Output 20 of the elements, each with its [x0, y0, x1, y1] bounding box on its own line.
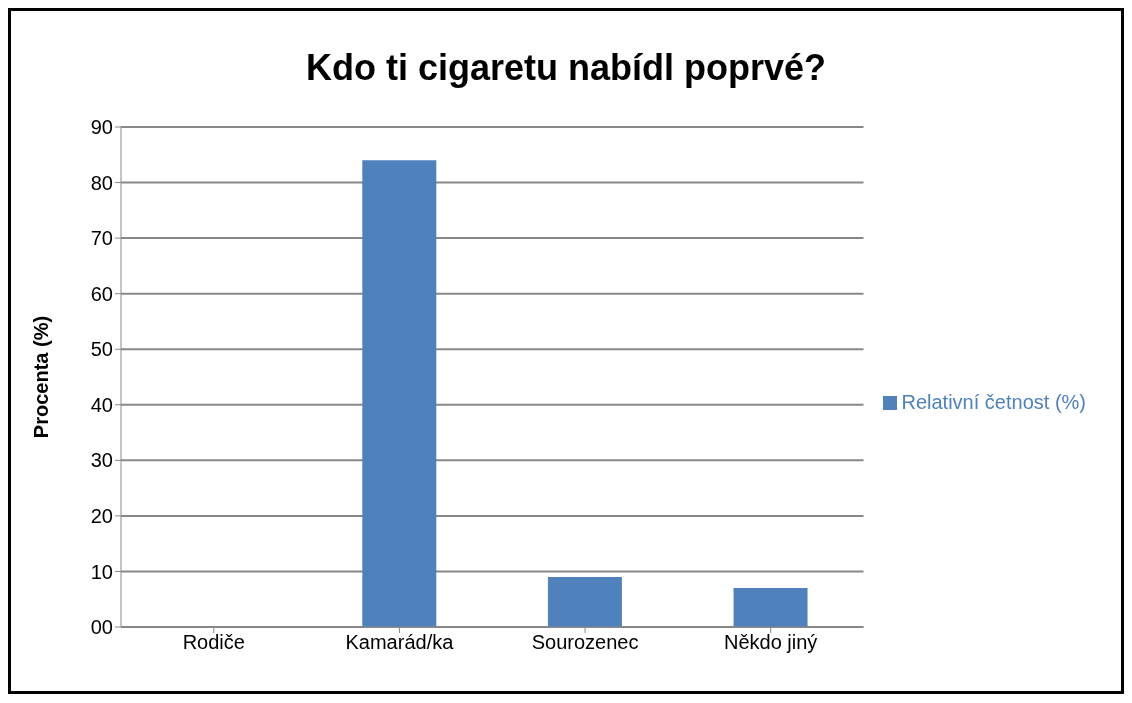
y-tick-label: 70	[90, 227, 113, 250]
x-tick-label: Kamarád/ka	[345, 631, 455, 654]
legend-label: Relativní četnost (%)	[901, 390, 1086, 413]
y-tick-label: 90	[90, 116, 113, 139]
chart-title: Kdo ti cigaretu nabídl poprvé?	[305, 46, 827, 90]
bar	[362, 160, 437, 627]
x-tick-label: Rodiče	[182, 631, 245, 654]
bar	[733, 588, 808, 627]
y-tick-label: 60	[90, 282, 113, 305]
y-tick-label: 00	[90, 616, 113, 639]
x-tick-label: Sourozenec	[531, 631, 639, 654]
y-tick-label: 10	[90, 560, 113, 583]
x-tick-label: Někdo jiný	[723, 631, 818, 654]
bar	[547, 577, 622, 627]
y-tick-label: 30	[90, 449, 113, 472]
y-tick-label: 50	[90, 338, 113, 361]
y-tick-label: 80	[90, 171, 113, 194]
y-tick-label: 20	[90, 504, 113, 527]
y-tick-label: 40	[90, 393, 113, 416]
y-axis-title: Procenta (%)	[30, 315, 53, 439]
